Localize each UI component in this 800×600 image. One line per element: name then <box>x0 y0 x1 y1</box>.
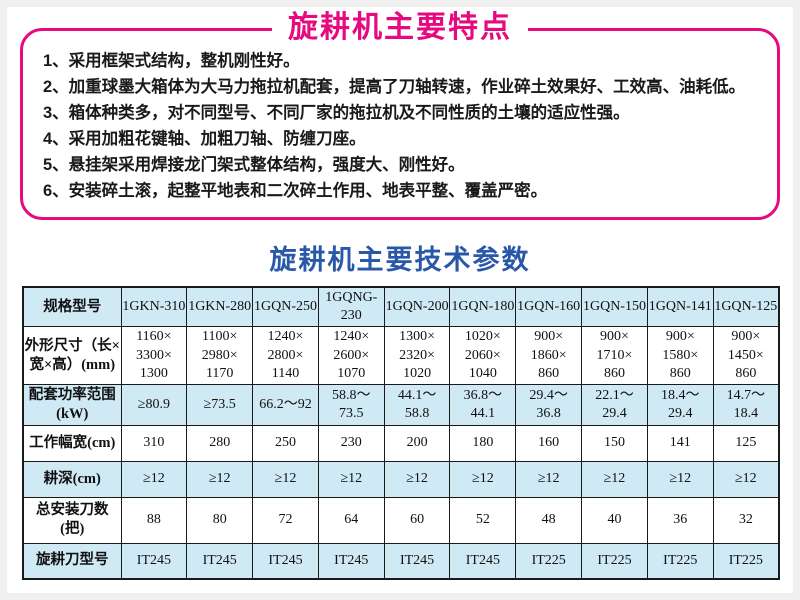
table-row: 配套功率范围 (kW) ≥80.9 ≥73.5 66.2～92 58.8～ 73.5 44… <box>22 383 780 426</box>
value-cell: 36 <box>646 496 714 544</box>
value-cell: 88 <box>120 496 188 544</box>
value-cell: 900× 1860× 860 <box>515 326 583 385</box>
row-label-cell: 工作幅宽(cm) <box>22 424 122 462</box>
value-cell: 80 <box>186 496 254 544</box>
row-label-cell: 总安装刀数 (把) <box>22 496 122 544</box>
params-table: 规格型号 1GKN-310 1GKN-280 1GQN-250 1GQNG-230 1G… <box>22 286 780 581</box>
value-cell: 1100× 2980× 1170 <box>186 326 254 385</box>
value-cell: IT225 <box>581 542 648 580</box>
table-row: 总安装刀数 (把) 88 80 72 64 60 52 48 40 36 32 <box>22 496 780 544</box>
value-cell: 58.8～ 73.5 <box>317 383 385 426</box>
model-header-cell: 1GQNG-230 <box>317 286 385 328</box>
value-cell: 60 <box>383 496 451 544</box>
feature-item: 2、加重球墨大箱体为大马力拖拉机配套，提高了刀轴转速，作业碎土效果好、工效高、油… <box>43 78 746 96</box>
value-cell: 44.1～ 58.8 <box>383 383 451 426</box>
features-list: 1、采用框架式结构，整机刚性好。 2、加重球墨大箱体为大马力拖拉机配套，提高了刀轴… <box>23 31 777 204</box>
value-cell: 900× 1450× 860 <box>712 326 780 385</box>
table-row: 工作幅宽(cm) 310 280 250 230 200 180 160 150 141 125 <box>22 424 780 462</box>
table-body: 外形尺寸（长× 宽×高）(mm) 1160× 3300× 1300 1100× 29… <box>22 326 780 580</box>
value-cell: ≥12 <box>252 460 319 498</box>
value-cell: 1020× 2060× 1040 <box>449 326 517 385</box>
value-cell: 1240× 2600× 1070 <box>317 326 385 385</box>
value-cell: 125 <box>712 424 780 462</box>
features-box: 旋耕机主要特点 1、采用框架式结构，整机刚性好。 2、加重球墨大箱体为大马力拖拉机… <box>20 7 780 220</box>
value-cell: 200 <box>383 424 451 462</box>
value-cell: 40 <box>581 496 648 544</box>
value-cell: 250 <box>252 424 319 462</box>
value-cell: 900× 1710× 860 <box>581 326 648 385</box>
value-cell: 72 <box>252 496 319 544</box>
value-cell: ≥80.9 <box>120 383 188 426</box>
value-cell: IT245 <box>317 542 385 580</box>
value-cell: 141 <box>646 424 714 462</box>
value-cell: 150 <box>581 424 648 462</box>
feature-item: 5、悬挂架采用焊接龙门架式整体结构，强度大、刚性好。 <box>43 156 465 174</box>
value-cell: IT245 <box>186 542 254 580</box>
value-cell: 900× 1580× 860 <box>646 326 714 385</box>
value-cell: IT245 <box>120 542 188 580</box>
value-cell: 1300× 2320× 1020 <box>383 326 451 385</box>
value-cell: ≥12 <box>317 460 385 498</box>
value-cell: ≥12 <box>712 460 780 498</box>
value-cell: IT245 <box>449 542 517 580</box>
value-cell: 66.2～92 <box>252 383 319 426</box>
value-cell: 64 <box>317 496 385 544</box>
model-header-cell: 1GQN-180 <box>449 286 517 328</box>
value-cell: 32 <box>712 496 780 544</box>
value-cell: IT245 <box>252 542 319 580</box>
value-cell: ≥12 <box>646 460 714 498</box>
value-cell: 22.1～ 29.4 <box>581 383 648 426</box>
value-cell: 180 <box>449 424 517 462</box>
value-cell: 310 <box>120 424 188 462</box>
value-cell: IT245 <box>383 542 451 580</box>
feature-item: 3、箱体种类多，对不同型号、不同厂家的拖拉机及不同性质的土壤的适应性强。 <box>43 104 630 122</box>
value-cell: IT225 <box>646 542 714 580</box>
value-cell: 160 <box>515 424 583 462</box>
value-cell: IT225 <box>515 542 583 580</box>
model-header-cell: 1GKN-310 <box>120 286 188 328</box>
value-cell: 1160× 3300× 1300 <box>120 326 188 385</box>
value-cell: ≥12 <box>449 460 517 498</box>
value-cell: ≥12 <box>186 460 254 498</box>
value-cell: IT225 <box>712 542 780 580</box>
feature-item: 4、采用加粗花键轴、加粗刀轴、防缠刀座。 <box>43 130 366 148</box>
table-row: 旋耕刀型号 IT245 IT245 IT245 IT245 IT245 IT245 IT225… <box>22 542 780 580</box>
value-cell: 48 <box>515 496 583 544</box>
value-cell: ≥12 <box>515 460 583 498</box>
spec-label-cell: 规格型号 <box>22 286 122 328</box>
model-header-cell: 1GQN-200 <box>383 286 451 328</box>
model-header-cell: 1GQN-250 <box>252 286 319 328</box>
row-label-cell: 旋耕刀型号 <box>22 542 122 580</box>
model-header-cell: 1GQN-160 <box>515 286 583 328</box>
row-label-cell: 耕深(cm) <box>22 460 122 498</box>
value-cell: 36.8～ 44.1 <box>449 383 517 426</box>
model-header-cell: 1GQN-125 <box>712 286 780 328</box>
row-label-cell: 外形尺寸（长× 宽×高）(mm) <box>22 326 122 385</box>
value-cell: ≥12 <box>120 460 188 498</box>
model-header-cell: 1GKN-280 <box>186 286 254 328</box>
table-row: 耕深(cm) ≥12 ≥12 ≥12 ≥12 ≥12 ≥12 ≥12 ≥12 ≥12 ≥12 <box>22 460 780 498</box>
value-cell: ≥73.5 <box>186 383 254 426</box>
value-cell: 280 <box>186 424 254 462</box>
model-header-cell: 1GQN-150 <box>581 286 648 328</box>
value-cell: 18.4～ 29.4 <box>646 383 714 426</box>
model-header-cell: 1GQN-141 <box>646 286 714 328</box>
row-label-cell: 配套功率范围 (kW) <box>22 383 122 426</box>
value-cell: 52 <box>449 496 517 544</box>
table-row: 外形尺寸（长× 宽×高）(mm) 1160× 3300× 1300 1100× 29… <box>22 326 780 385</box>
value-cell: 230 <box>317 424 385 462</box>
value-cell: ≥12 <box>581 460 648 498</box>
params-title: 旋耕机主要技术参数 <box>269 245 531 275</box>
table-header-row: 规格型号 1GKN-310 1GKN-280 1GQN-250 1GQNG-230 1G… <box>22 286 780 328</box>
features-title: 旋耕机主要特点 <box>272 7 528 49</box>
value-cell: ≥12 <box>383 460 451 498</box>
feature-item: 6、安装碎土滚，起整平地表和二次碎土作用、地表平整、覆盖严密。 <box>43 182 548 200</box>
value-cell: 29.4～ 36.8 <box>515 383 583 426</box>
value-cell: 1240× 2800× 1140 <box>252 326 319 385</box>
value-cell: 14.7～ 18.4 <box>712 383 780 426</box>
feature-item: 1、采用框架式结构，整机刚性好。 <box>43 52 300 70</box>
